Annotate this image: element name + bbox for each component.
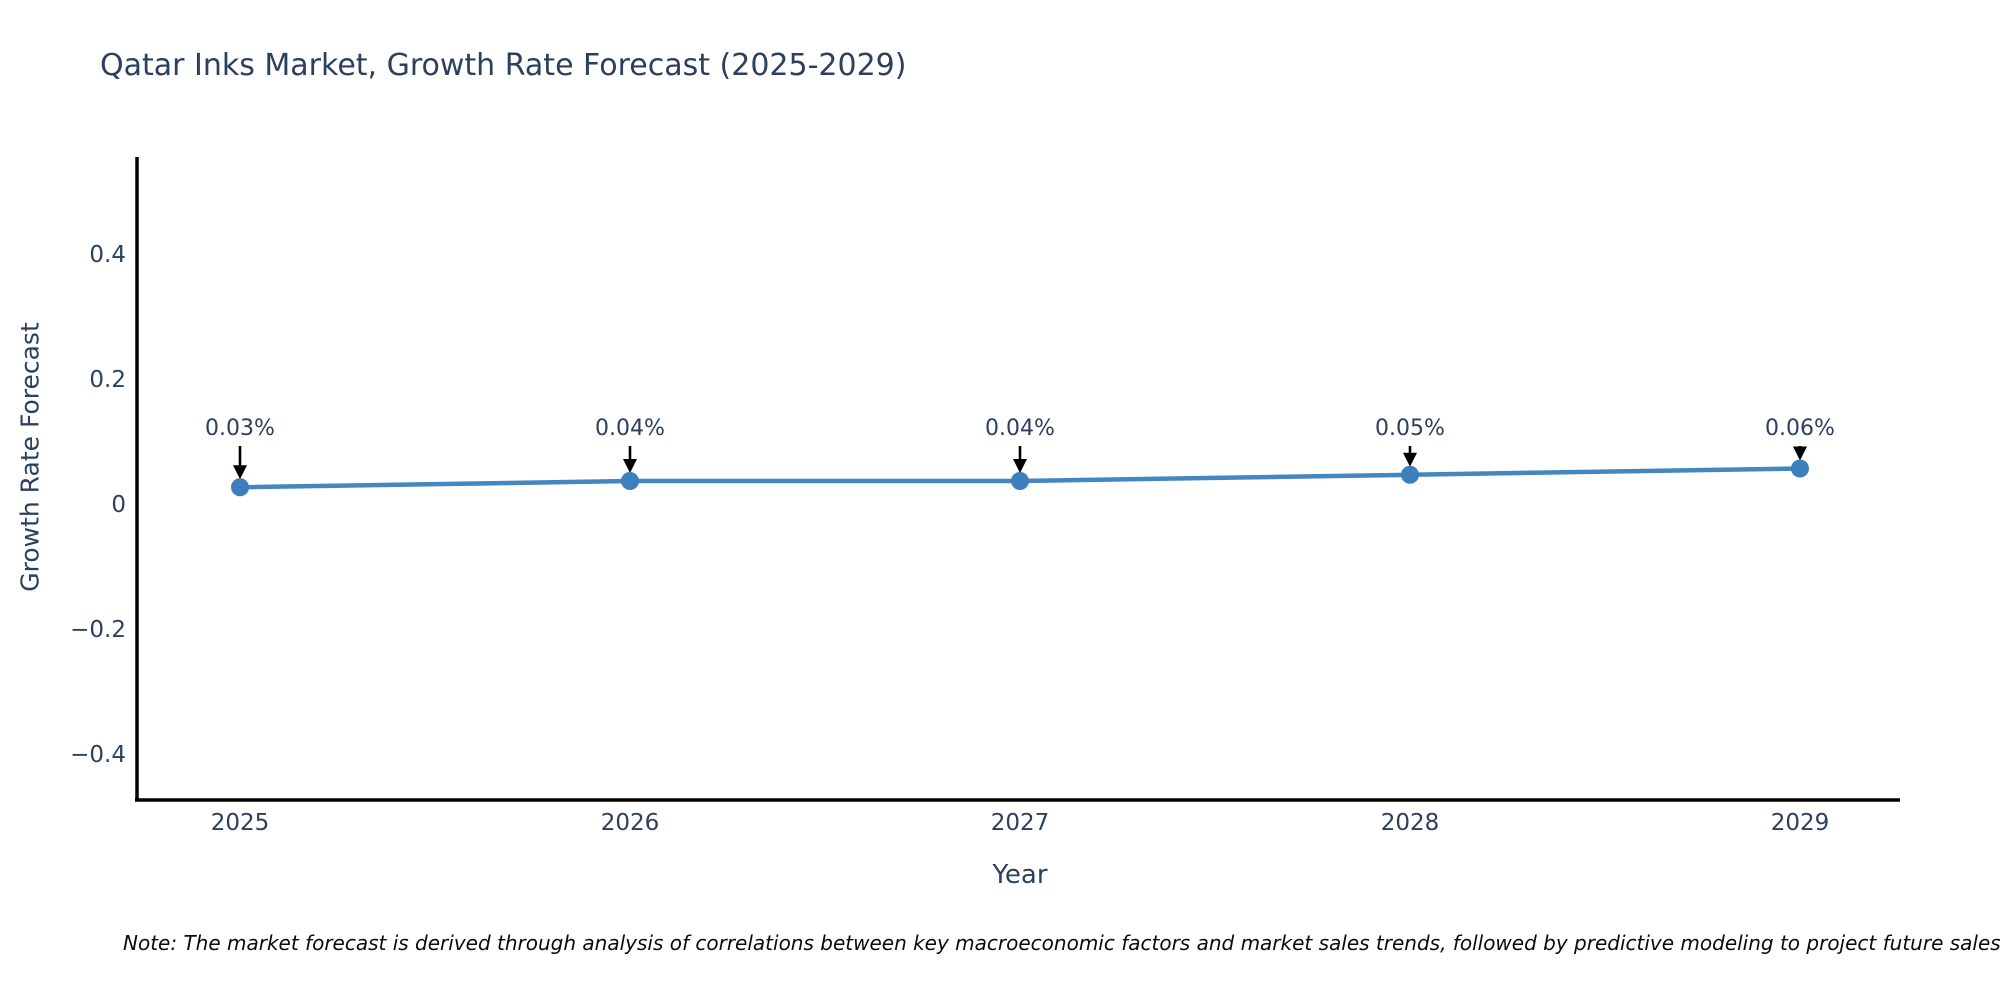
annotation-arrow-head xyxy=(623,459,637,473)
data-point-label: 0.04% xyxy=(985,416,1055,441)
y-tick-label: −0.2 xyxy=(70,617,126,643)
annotation-arrow-head xyxy=(1013,459,1027,473)
data-point-label: 0.05% xyxy=(1375,416,1445,441)
chart-title: Qatar Inks Market, Growth Rate Forecast … xyxy=(100,48,907,83)
data-point-label: 0.06% xyxy=(1765,416,1835,441)
data-point-marker xyxy=(621,472,639,490)
data-point-label: 0.04% xyxy=(595,416,665,441)
annotation-arrow-head xyxy=(1403,452,1417,467)
data-point-marker xyxy=(1401,465,1419,484)
x-tick-label: 2027 xyxy=(990,810,1050,836)
x-tick-label: 2025 xyxy=(210,810,270,836)
annotation-arrow-head xyxy=(233,465,247,480)
y-tick-label: −0.4 xyxy=(70,742,126,768)
data-point-marker xyxy=(231,478,249,497)
x-axis-title: Year xyxy=(992,860,1048,890)
x-tick-label: 2029 xyxy=(1770,810,1830,836)
x-tick-label: 2028 xyxy=(1380,810,1440,836)
y-tick-label: 0.2 xyxy=(89,367,126,393)
annotation-arrow-head xyxy=(1793,446,1807,461)
data-point-marker xyxy=(1011,472,1029,490)
data-point-marker xyxy=(1791,459,1809,478)
data-point-label: 0.03% xyxy=(205,416,275,441)
y-tick-label: 0.4 xyxy=(89,242,126,268)
y-tick-label: 0 xyxy=(111,492,126,518)
x-tick-label: 2026 xyxy=(600,810,660,836)
chart-note: Note: The market forecast is derived thr… xyxy=(123,931,2000,955)
